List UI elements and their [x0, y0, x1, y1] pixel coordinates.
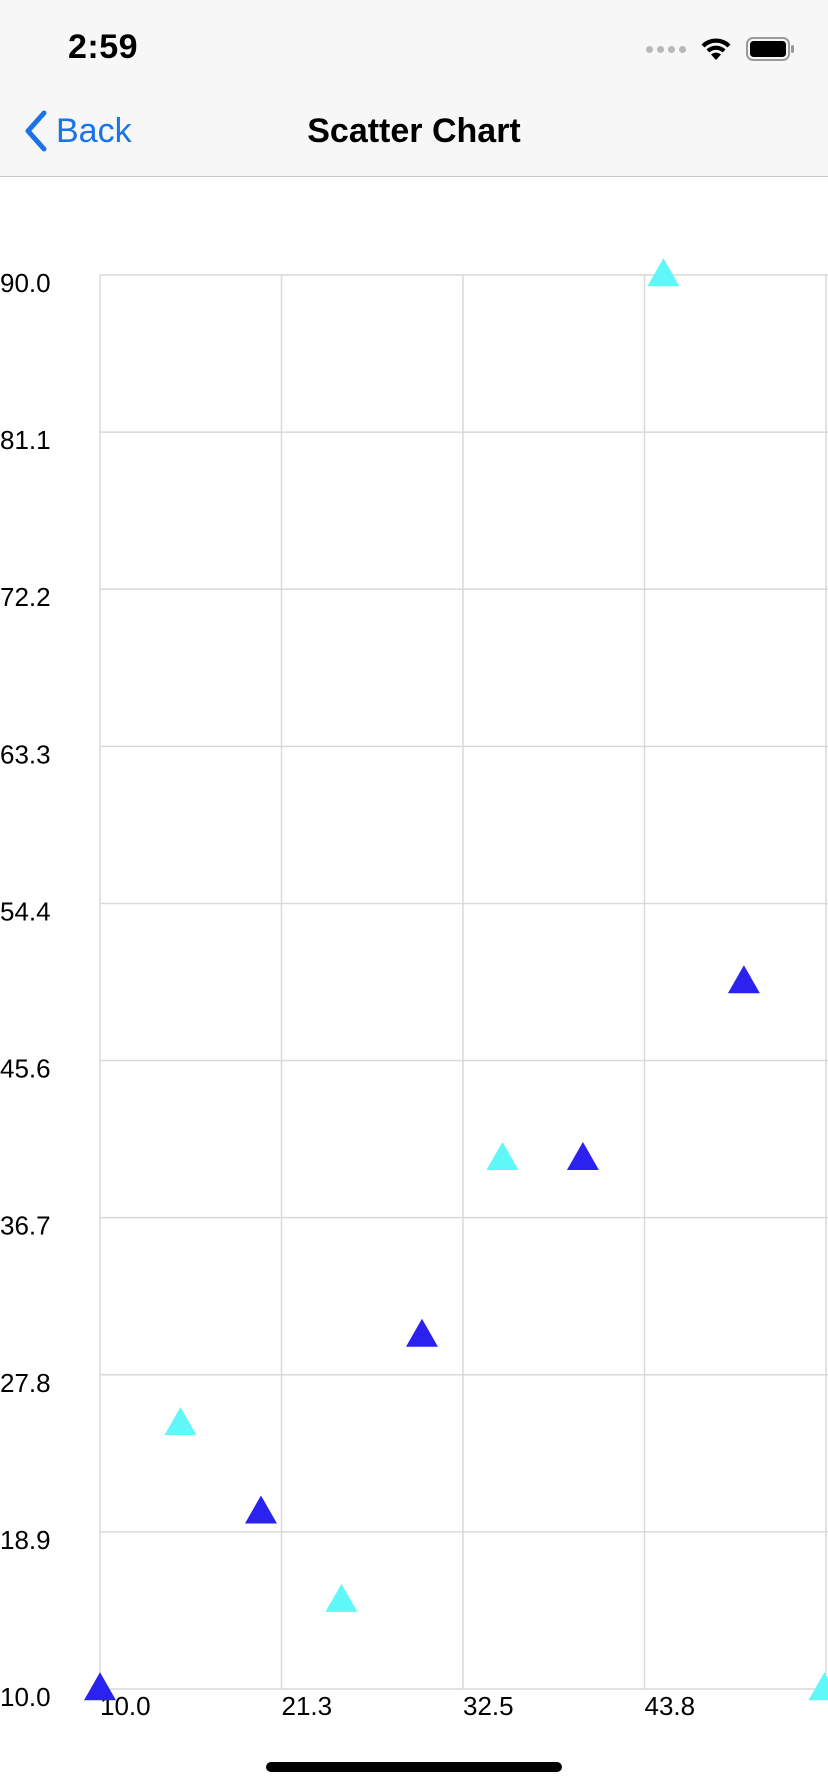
scatter-chart-svg: 90.0 81.1 72.2 63.3 54.4 45.6 36.7 27.8 18.9 10.0… [0, 258, 828, 1721]
status-icons [646, 34, 796, 64]
scatter-point[interactable] [727, 965, 760, 994]
home-indicator [266, 1762, 562, 1772]
battery-icon [746, 37, 794, 61]
scatter-point[interactable] [244, 1495, 277, 1524]
navigation-bar: Back Scatter Chart [0, 88, 828, 177]
y-tick-label: 18.9 [0, 1525, 51, 1555]
back-label: Back [56, 111, 132, 150]
scatter-point[interactable] [325, 1583, 358, 1612]
scatter-point[interactable] [486, 1141, 519, 1170]
status-time: 2:59 [68, 28, 139, 66]
chevron-left-icon [25, 110, 47, 152]
axis-labels-layer: 90.0 81.1 72.2 63.3 54.4 45.6 36.7 27.8 18.9 10.0… [0, 268, 695, 1721]
y-tick-label: 63.3 [0, 739, 51, 769]
wifi-icon [701, 38, 731, 60]
scatter-point[interactable] [808, 1672, 828, 1701]
x-tick-label: 43.8 [645, 1691, 696, 1721]
y-tick-label: 90.0 [0, 268, 51, 298]
y-tick-label: 45.6 [0, 1054, 51, 1084]
signal-dots-icon [646, 45, 686, 53]
scatter-point[interactable] [164, 1407, 197, 1436]
y-tick-label: 36.7 [0, 1211, 51, 1241]
x-tick-label: 21.3 [282, 1691, 333, 1721]
y-tick-label: 27.8 [0, 1368, 51, 1398]
y-tick-label: 81.1 [0, 425, 51, 455]
y-tick-label: 72.2 [0, 582, 51, 612]
grid-layer [99, 274, 828, 1690]
back-button[interactable]: Back [22, 106, 132, 156]
x-tick-label: 32.5 [463, 1691, 514, 1721]
scatter-point[interactable] [405, 1318, 438, 1347]
y-tick-label: 10.0 [0, 1682, 51, 1712]
scatter-chart[interactable]: 90.0 81.1 72.2 63.3 54.4 45.6 36.7 27.8 18.9 10.0… [0, 177, 828, 1780]
scatter-point[interactable] [566, 1141, 599, 1170]
points-layer [84, 258, 828, 1701]
y-tick-label: 54.4 [0, 896, 51, 926]
scatter-point[interactable] [84, 1672, 116, 1701]
status-bar: 2:59 [0, 0, 828, 88]
scatter-point[interactable] [647, 258, 680, 287]
